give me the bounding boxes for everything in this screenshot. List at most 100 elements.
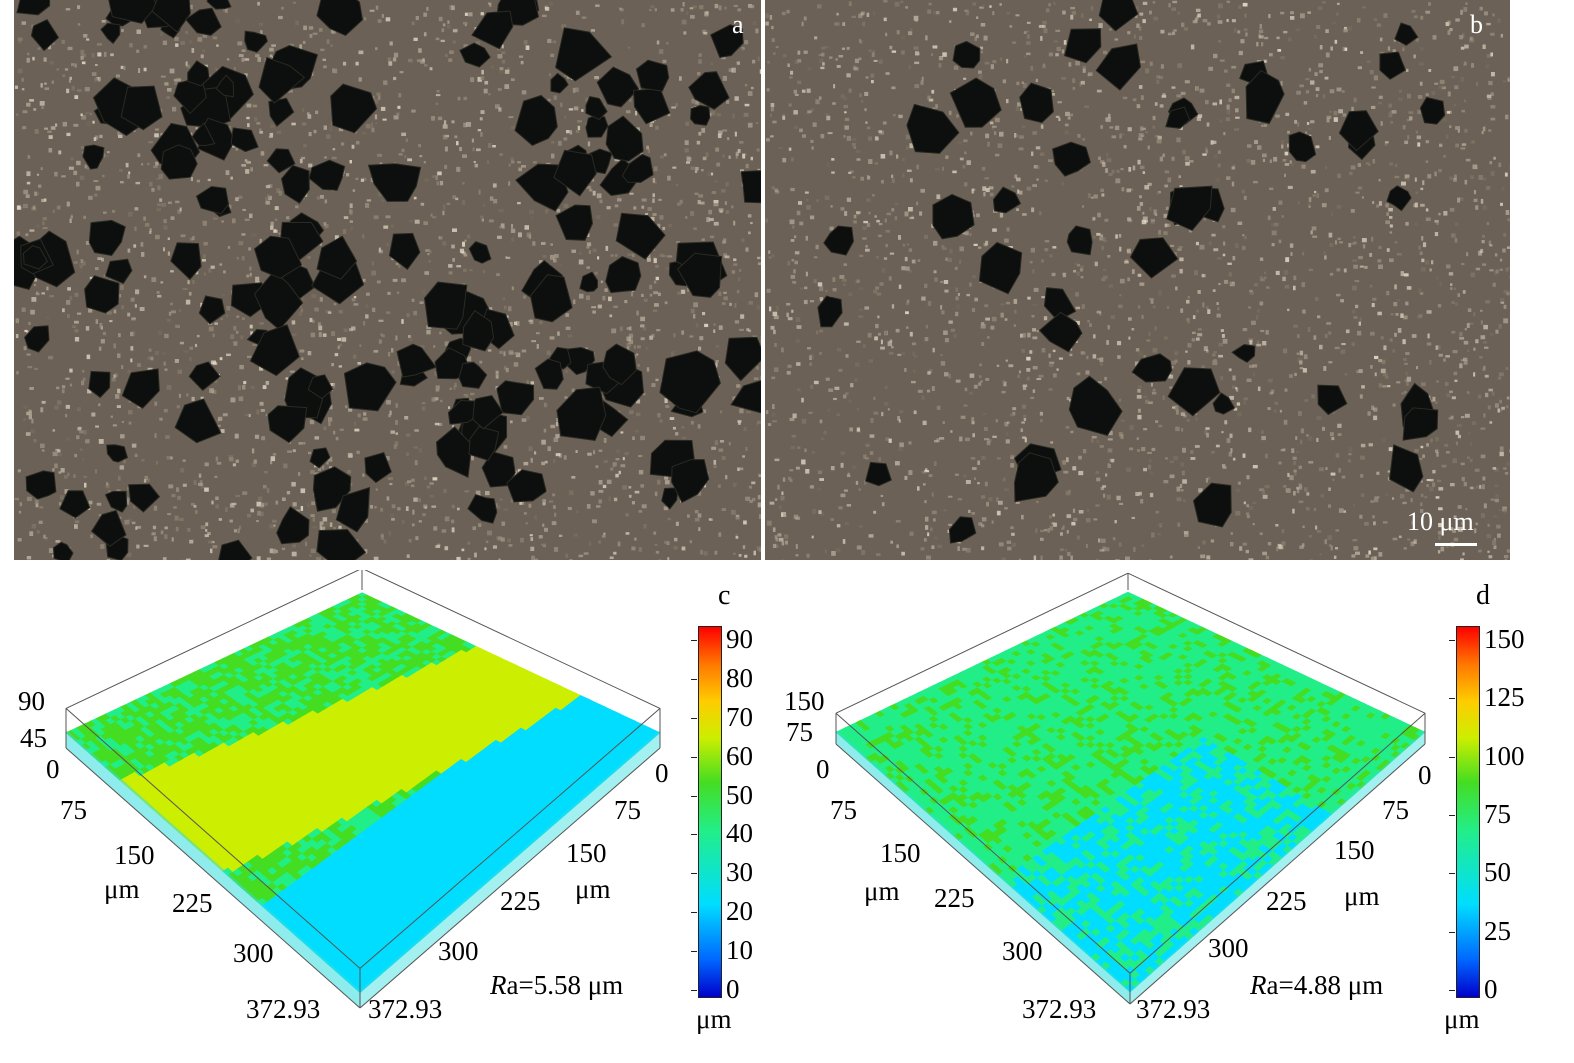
grain-particle <box>948 516 977 544</box>
right-axis-tick-c-5: 372.93 <box>368 994 443 1024</box>
grain-particle <box>615 212 666 260</box>
grain-particle <box>730 380 761 414</box>
left-axis-tick-c-0: 75 <box>60 795 87 825</box>
grain-particle <box>100 22 121 45</box>
grain-particle <box>206 0 232 10</box>
grain-particle <box>88 370 111 399</box>
grain-particle <box>585 115 609 138</box>
roughness-c-prefix: R <box>490 970 507 1000</box>
colorbar-tick-mark <box>691 873 697 875</box>
grain-particle <box>396 343 437 378</box>
grain-particle <box>1167 367 1221 417</box>
micrograph-b-image <box>765 0 1510 560</box>
grain-particle <box>1288 131 1317 163</box>
grain-particle <box>160 144 198 180</box>
grain-particle <box>579 271 598 293</box>
micrograph-a-image <box>14 0 761 560</box>
grain-particle <box>462 310 495 352</box>
grain-particle <box>106 444 128 463</box>
grain-particle <box>447 399 476 425</box>
left-axis-tick-c-4: 372.93 <box>246 994 321 1024</box>
colorbar-tick-mark <box>691 678 697 680</box>
grain-particle <box>121 368 160 409</box>
grain-particle <box>84 275 120 314</box>
grain-particle <box>16 0 51 16</box>
grain-particle <box>1165 106 1191 129</box>
grain-particle <box>1402 407 1439 441</box>
grain-particle <box>556 386 607 441</box>
grain-particle <box>471 10 514 50</box>
grain-particle <box>266 148 296 174</box>
scale-bar-label: 10 μm <box>1407 507 1474 536</box>
left-axis-tick-c-3: 300 <box>233 938 274 968</box>
micrograph-a: a <box>14 0 761 560</box>
grain-particle <box>268 97 295 127</box>
grain-particle <box>906 103 960 154</box>
panel-label-a: a <box>732 10 744 39</box>
grain-particle <box>184 7 222 36</box>
grain-particle <box>864 461 892 487</box>
colorbar-c <box>698 626 722 998</box>
grain-particle <box>22 245 49 270</box>
micrograph-b: b 10 μm <box>765 0 1510 560</box>
grain-particle <box>1231 343 1256 363</box>
grain-particle <box>267 405 308 444</box>
right-axis-tick-c-0: 0 <box>655 758 669 788</box>
surface-plot-c <box>65 570 661 1009</box>
grain-particle <box>258 56 306 104</box>
grain-particle <box>1098 0 1139 32</box>
grain-particle <box>1379 51 1407 80</box>
colorbar-tick-label: 10 <box>726 935 753 966</box>
grain-particle <box>1166 185 1213 232</box>
grain-particle <box>316 0 364 36</box>
grain-particle <box>1131 353 1173 383</box>
grain-particle <box>330 83 378 134</box>
grain-particle <box>128 483 161 513</box>
colorbar-tick-label: 50 <box>726 779 753 810</box>
grain-particle <box>308 159 346 191</box>
grain-particle <box>1245 69 1285 124</box>
grain-particle <box>343 362 397 412</box>
grain-particle <box>249 324 300 377</box>
grain-particle <box>529 274 573 323</box>
grain-particle <box>218 539 253 560</box>
grain-particle <box>316 528 367 560</box>
colorbar-tick-mark <box>691 912 697 914</box>
scale-bar <box>1435 543 1477 546</box>
grain-particle <box>215 74 235 98</box>
grain-particle <box>335 486 371 533</box>
grain-particle <box>316 235 358 280</box>
grain-particle <box>435 426 472 478</box>
grain-particle <box>1019 82 1054 124</box>
grain-particle <box>635 59 670 92</box>
grain-particle <box>244 30 268 53</box>
grain-particle <box>468 426 500 461</box>
grain-particle <box>1338 110 1379 152</box>
grain-particle <box>740 170 761 204</box>
grain-particle <box>88 219 126 257</box>
grain-particle <box>1389 444 1424 493</box>
grain-particle <box>25 470 57 500</box>
roughness-c: Ra=5.58 μm <box>490 972 623 999</box>
grain-particle <box>1212 392 1236 415</box>
grain-particle <box>978 241 1023 295</box>
grain-particle <box>309 447 331 469</box>
grain-particle <box>1394 22 1419 46</box>
grain-particle <box>187 60 210 87</box>
grain-particle <box>104 258 133 285</box>
grain-particle <box>949 77 1002 128</box>
right-axis-unit-c: μm <box>575 874 611 904</box>
colorbar-tick-mark <box>691 990 697 991</box>
grain-particle <box>621 153 654 183</box>
grain-particle <box>550 72 569 94</box>
grain-particle <box>52 541 74 560</box>
colorbar-unit-c: μm <box>696 1004 732 1034</box>
grain-particle <box>659 350 721 414</box>
colorbar-tick-label: 70 <box>726 701 753 732</box>
grain-particle <box>817 295 843 328</box>
grain-particle <box>467 494 498 524</box>
colorbar-tick-label: 80 <box>726 662 753 693</box>
right-axis-tick-c-3: 225 <box>500 886 541 916</box>
z-tick-c-2: 0 <box>46 754 60 784</box>
grain-particle <box>1038 311 1083 353</box>
